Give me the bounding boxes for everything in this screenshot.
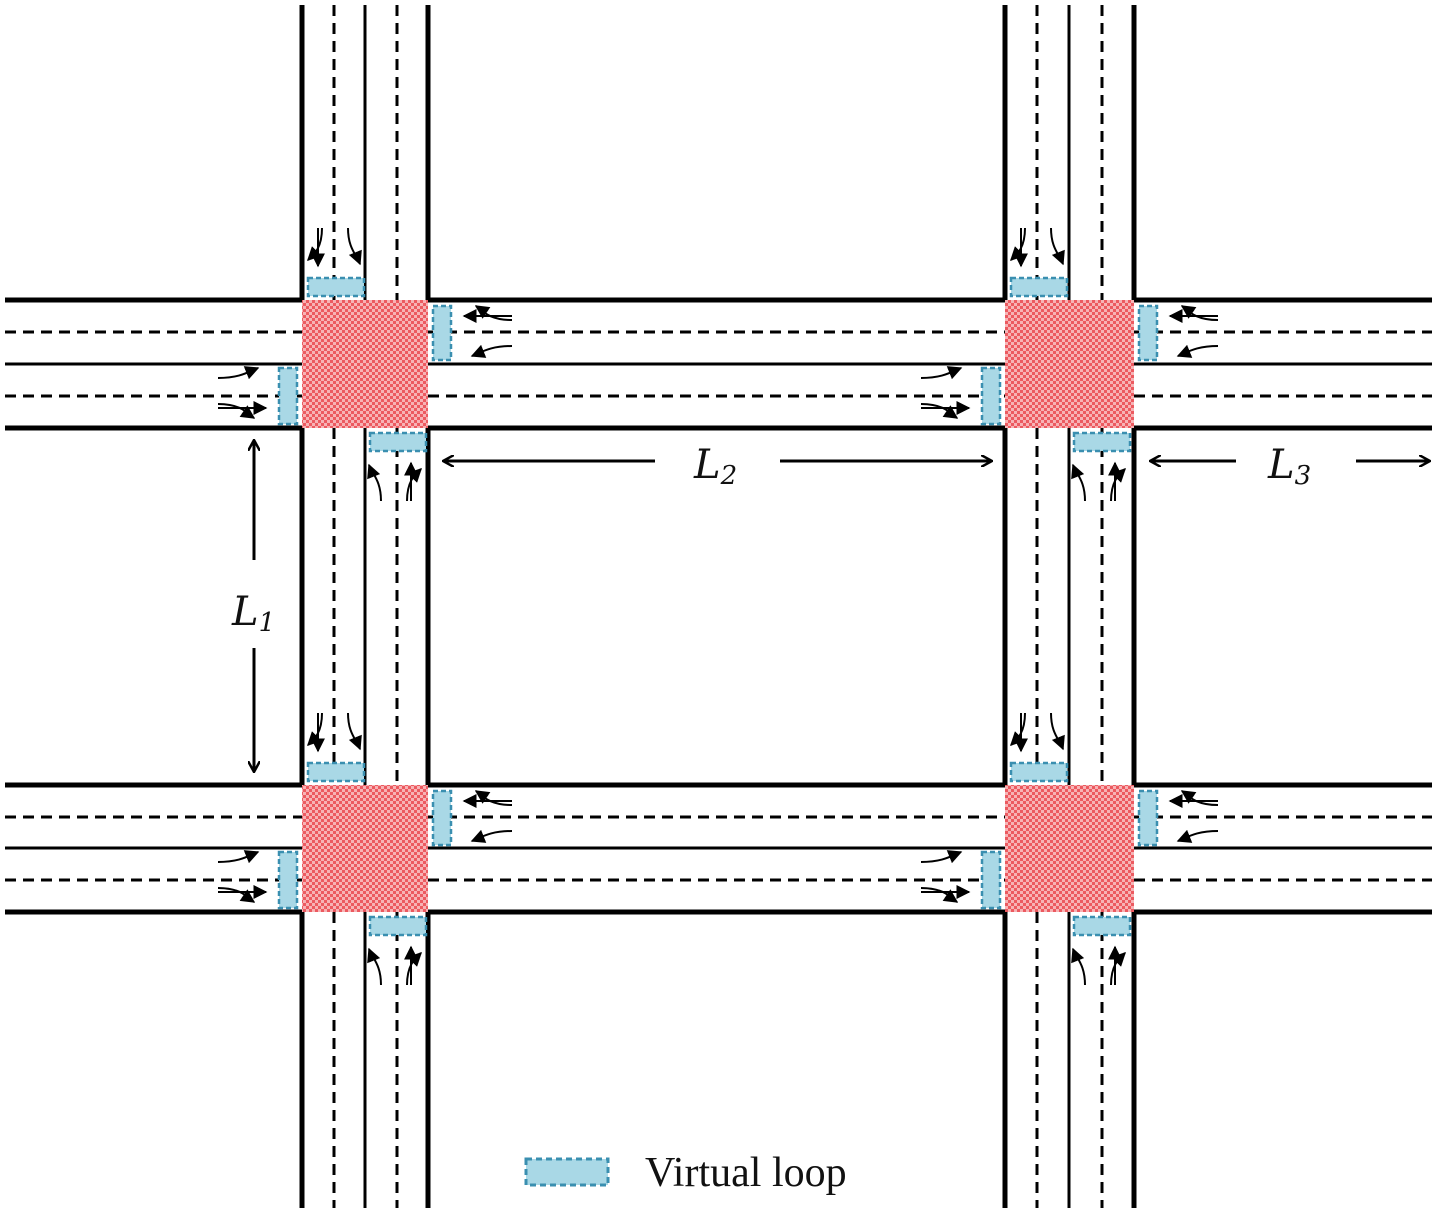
turn-arrows-up [367,461,422,502]
virtual-loop-westbound [431,304,453,362]
intersection-bottom-right [1005,785,1134,912]
turn-arrows-right [920,366,971,419]
virtual-loop-eastbound [277,850,299,910]
legend-label: Virtual loop [645,1150,847,1196]
turn-arrows-right [920,850,971,903]
virtual-loop-eastbound [277,366,299,426]
virtual-loop-southbound [1009,761,1069,783]
virtual-loop-southbound [306,761,366,783]
roads [5,5,1432,1208]
virtual-loop-legend-icon [524,1157,610,1187]
turn-arrows-left [462,305,513,358]
turn-arrows-up [1071,945,1126,986]
turn-arrows-right [217,850,268,903]
intersection-top-left [302,300,428,428]
virtual-loop-westbound [1137,304,1159,362]
virtual-loop-northbound [368,915,428,937]
turn-arrows-down [307,227,362,268]
intersections [302,300,1134,912]
turn-movement-arrows [217,227,1219,986]
turn-arrows-down [307,712,362,753]
turn-arrows-down [1010,227,1065,268]
virtual-loop-northbound [1072,915,1132,937]
virtual-loop-northbound [368,431,428,453]
turn-arrows-left [1168,305,1219,358]
virtual-loops [277,276,1159,937]
label-l3: L3 [1262,445,1318,489]
virtual-loop-eastbound [980,366,1002,426]
label-l1: L1 [226,592,282,636]
intersection-bottom-left [302,785,428,912]
dimension-arrows [254,440,1430,772]
turn-arrows-left [462,790,513,843]
virtual-loop-eastbound [980,850,1002,910]
turn-arrows-down [1010,712,1065,753]
turn-arrows-up [1071,461,1126,502]
virtual-loop-westbound [1137,789,1159,847]
label-l2: L2 [688,445,744,489]
virtual-loop-southbound [1009,276,1069,298]
turn-arrows-up [367,945,422,986]
intersection-top-right [1005,300,1134,428]
virtual-loop-southbound [306,276,366,298]
virtual-loop-northbound [1072,431,1132,453]
virtual-loop-westbound [431,789,453,847]
turn-arrows-right [217,366,268,419]
turn-arrows-left [1168,790,1219,843]
